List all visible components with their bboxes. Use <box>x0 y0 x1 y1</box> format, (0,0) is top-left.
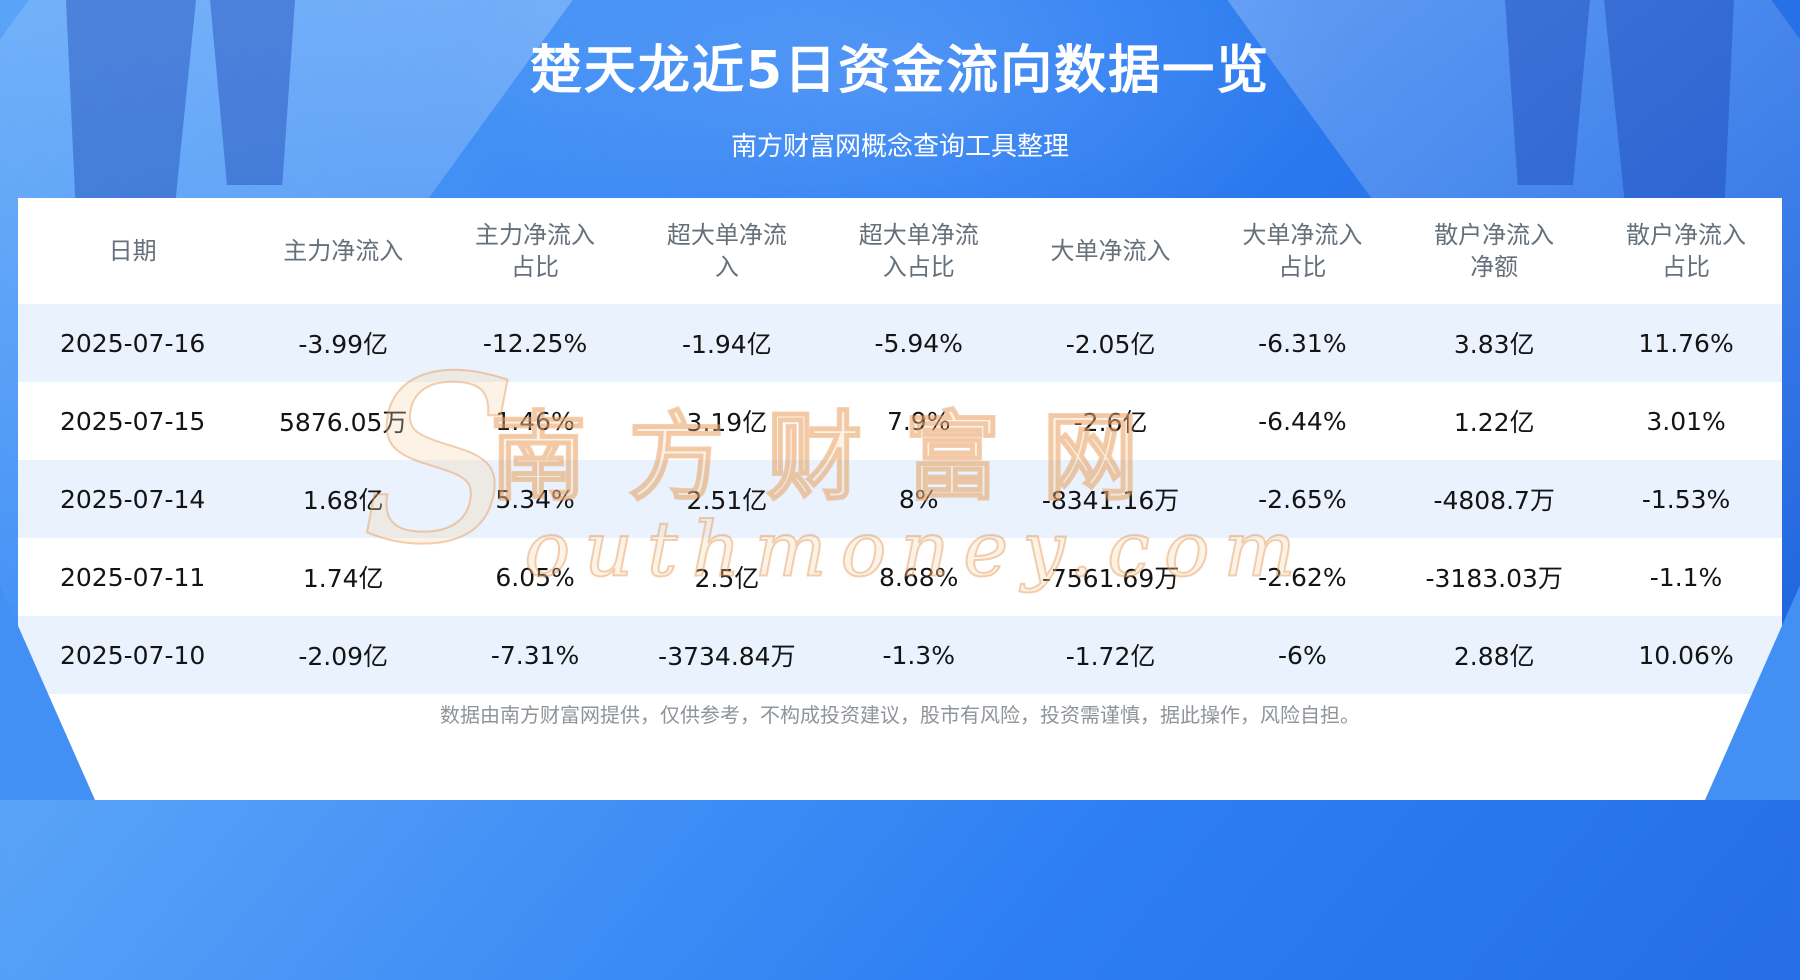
table-cell: -3734.84万 <box>658 642 796 671</box>
table-row: 2025-07-15 5876.05万 1.46% 3.19亿 7.9% -2.6亿 -6.… <box>18 382 1782 460</box>
table-cell: -2.09亿 <box>298 642 389 671</box>
table-cell: 3.83亿 <box>1453 330 1535 359</box>
footer-disclaimer: 数据由南方财富网提供，仅供参考，不构成投资建议，股市有风险，投资需谨慎，据此操作… <box>440 703 1360 727</box>
table-cell: -6% <box>1278 640 1327 670</box>
column-header: 主力净流入 <box>283 236 404 265</box>
table-cell: 6.05% <box>495 562 575 592</box>
table-cell: 8% <box>898 484 939 514</box>
page-title: 楚天龙近5日资金流向数据一览 <box>529 41 1271 101</box>
table-cell: 1.68亿 <box>302 486 384 515</box>
table-cell: 1.46% <box>495 406 575 436</box>
table-cell: -1.53% <box>1641 484 1731 514</box>
table-body: 2025-07-16 -3.99亿 -12.25% -1.94亿 -5.94% -2.05… <box>18 304 1782 694</box>
table-cell: 2.5亿 <box>694 564 760 593</box>
table-cell: -2.65% <box>1258 484 1347 514</box>
table-row: 2025-07-11 1.74亿 6.05% 2.5亿 8.68% -7561.69万 -2… <box>18 538 1782 616</box>
table-cell: -2.05亿 <box>1065 330 1156 359</box>
table-cell: 2025-07-15 <box>60 406 206 436</box>
column-header: 日期 <box>108 236 157 265</box>
table-cell: -6.44% <box>1258 406 1347 436</box>
table-cell: 2025-07-10 <box>60 640 206 670</box>
table-cell: 1.74亿 <box>302 564 384 593</box>
column-header: 散户净流入净额 <box>1434 220 1555 281</box>
table-cell: -6.31% <box>1258 328 1347 358</box>
column-header: 大单净流入占比 <box>1242 220 1363 281</box>
table-cell: 2025-07-16 <box>60 328 206 358</box>
column-header: 超大单净流入 <box>666 220 787 281</box>
table-row: 2025-07-10 -2.09亿 -7.31% -3734.84万 -1.3% -1.7… <box>18 616 1782 694</box>
table-cell: -3183.03万 <box>1425 564 1563 593</box>
table-header-row: 日期 主力净流入 主力净流入占比 超大单净流入 超大单净流入占比 大单净流入 大单净流入占比… <box>18 198 1782 304</box>
table-cell: 5.34% <box>495 484 575 514</box>
table-cell: 7.9% <box>886 406 951 436</box>
page-subtitle: 南方财富网概念查询工具整理 <box>730 132 1069 162</box>
table-cell: 3.19亿 <box>686 408 768 437</box>
table-row: 2025-07-16 -3.99亿 -12.25% -1.94亿 -5.94% -2.05… <box>18 304 1782 382</box>
table-cell: 2.88亿 <box>1453 642 1535 671</box>
table-cell: -1.1% <box>1649 562 1723 592</box>
table-cell: -2.62% <box>1258 562 1347 592</box>
table-cell: -5.94% <box>874 328 963 358</box>
column-header: 大单净流入 <box>1050 236 1171 265</box>
table-cell: 2.51亿 <box>686 486 768 515</box>
table-cell: 5876.05万 <box>279 408 408 437</box>
table-cell: 11.76% <box>1638 328 1734 358</box>
table-cell: -7561.69万 <box>1041 564 1180 593</box>
table-cell: 1.22亿 <box>1453 408 1535 437</box>
column-header: 散户净流入占比 <box>1626 220 1747 281</box>
table-cell: -1.3% <box>882 640 955 670</box>
table-cell: -4808.7万 <box>1433 486 1555 515</box>
table-cell: 2025-07-11 <box>60 562 206 592</box>
fund-flow-table: 日期 主力净流入 主力净流入占比 超大单净流入 超大单净流入占比 大单净流入 大单净流入占比… <box>18 198 1782 694</box>
table-cell: 8.68% <box>879 562 959 592</box>
table-panel: 日期 主力净流入 主力净流入占比 超大单净流入 超大单净流入占比 大单净流入 大单净流入占比… <box>18 198 1782 800</box>
table-cell: -12.25% <box>482 328 588 358</box>
table-cell: -3.99亿 <box>298 330 389 359</box>
table-cell: -8341.16万 <box>1041 486 1180 515</box>
table-cell: -7.31% <box>490 640 580 670</box>
column-header: 主力净流入占比 <box>475 220 596 281</box>
table-cell: 2025-07-14 <box>60 484 206 514</box>
table-cell: -1.72亿 <box>1065 642 1156 671</box>
column-header: 超大单净流入占比 <box>858 220 979 281</box>
table-cell: -2.6亿 <box>1073 408 1148 437</box>
table-cell: 3.01% <box>1646 406 1726 436</box>
table-cell: 10.06% <box>1638 640 1734 670</box>
table-cell: -1.94亿 <box>682 330 772 359</box>
table-row: 2025-07-14 1.68亿 5.34% 2.51亿 8% -8341.16万 -2.6… <box>18 460 1782 538</box>
